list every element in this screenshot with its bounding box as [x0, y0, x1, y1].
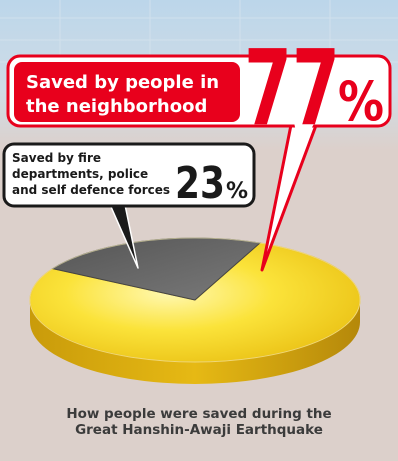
callout-agencies-box — [2, 142, 256, 208]
callout-agencies: Saved by fire departments, police and se… — [2, 142, 256, 269]
callout-neighborhood: Saved by people in the neighborhood 77 % — [6, 27, 392, 272]
callout-neighborhood-unit: % — [338, 70, 384, 133]
callout-agencies-label-line2: departments, police — [12, 167, 148, 181]
pie-rim-highlight — [29, 237, 361, 363]
callout-neighborhood-label-plate — [14, 62, 240, 122]
chart-caption-line2: Great Hanshin-Awaji Earthquake — [75, 422, 323, 438]
callout-neighborhood-label-line1: Saved by people in — [26, 72, 219, 93]
callout-neighborhood-value: 77 — [244, 27, 340, 149]
pie-side-wall — [30, 300, 360, 384]
callout-agencies-unit: % — [226, 179, 248, 204]
callout-agencies-label-line1: Saved by fire — [12, 151, 101, 165]
callout-agencies-value: 23 — [175, 158, 225, 209]
callout-neighborhood-label-line2: the neighborhood — [26, 96, 207, 117]
chart-caption: How people were saved during the Great H… — [0, 406, 398, 438]
chart-caption-line1: How people were saved during the — [66, 406, 332, 422]
pie-slices — [29, 237, 361, 384]
callout-agencies-label-line3: and self defence forces — [12, 183, 170, 197]
